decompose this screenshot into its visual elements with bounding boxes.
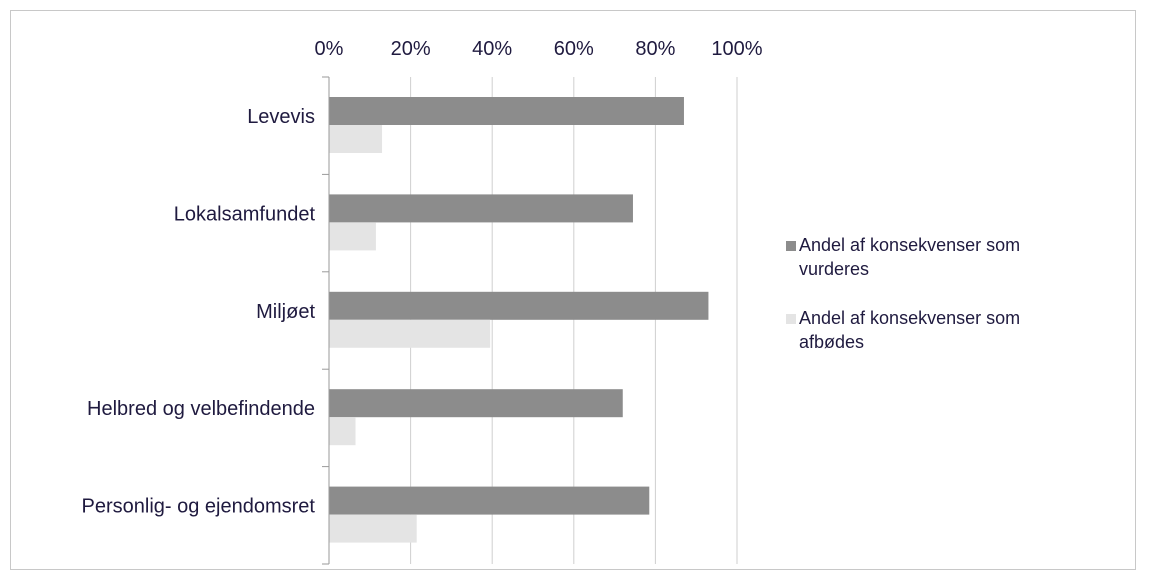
- bar-0-2: [329, 291, 709, 320]
- chart-frame: 0% 20% 40% 60% 80% 100% Levevis Lokalsamfundet M…: [10, 10, 1136, 570]
- bar-0-3: [329, 389, 623, 418]
- category-label-1: Lokalsamfundet: [174, 203, 316, 225]
- bar-1-1: [329, 222, 376, 251]
- legend-swatch-0: [786, 241, 796, 251]
- legend: Andel af konsekvenser som vurderes Andel a…: [786, 235, 1020, 352]
- axes: [322, 76, 330, 565]
- legend-label-1: Andel af konsekvenser som afbødes: [799, 308, 1020, 352]
- category-label-4: Personlig- og ejendomsret: [82, 496, 316, 518]
- bar-0-4: [329, 486, 650, 515]
- bar-chart: 0% 20% 40% 60% 80% 100% Levevis Lokalsamfundet M…: [82, 38, 1020, 565]
- x-tick-label-3: 60%: [554, 38, 594, 60]
- x-tick-label-5: 100%: [711, 38, 762, 60]
- bar-1-0: [329, 125, 383, 153]
- bars: [329, 97, 709, 543]
- bar-1-2: [329, 319, 491, 348]
- legend-label-0: Andel af konsekvenser som vurderes: [799, 235, 1020, 279]
- bar-1-4: [329, 514, 417, 543]
- x-tick-label-2: 40%: [472, 38, 512, 60]
- x-tick-label-1: 20%: [391, 38, 431, 60]
- x-tick-label-0: 0%: [315, 38, 344, 60]
- bar-0-0: [329, 97, 684, 125]
- category-label-0: Levevis: [247, 106, 315, 128]
- x-tick-label-4: 80%: [635, 38, 675, 60]
- bar-0-1: [329, 194, 633, 223]
- category-label-2: Miljøet: [256, 301, 315, 323]
- bar-1-3: [329, 417, 356, 446]
- axis-labels: 0% 20% 40% 60% 80% 100% Levevis Lokalsamfundet M…: [82, 38, 763, 518]
- category-label-3: Helbred og velbefindende: [87, 398, 315, 420]
- gridlines: [410, 77, 738, 564]
- legend-swatch-1: [786, 314, 796, 324]
